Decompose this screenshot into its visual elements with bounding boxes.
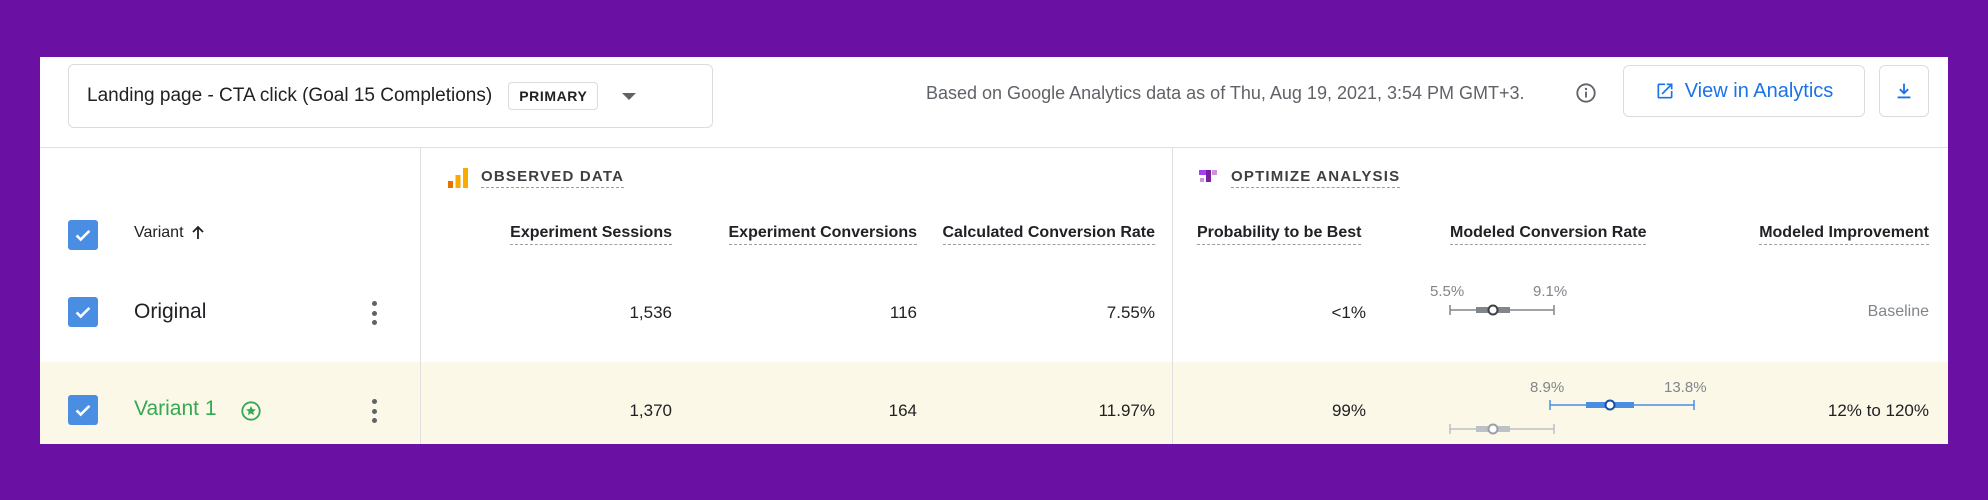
sessions-value: 1,536: [629, 303, 672, 322]
check-icon: [75, 306, 91, 319]
row-checkbox[interactable]: [68, 395, 98, 425]
view-in-analytics-label: View in Analytics: [1684, 79, 1834, 102]
improvement-value: 12% to 120%: [1827, 401, 1929, 420]
variant-interval-bar: [1549, 399, 1695, 411]
variant-column-header[interactable]: Variant: [134, 224, 206, 242]
check-icon: [75, 404, 91, 417]
goal-dropdown[interactable]: Landing page - CTA click (Goal 15 Comple…: [68, 64, 713, 128]
original-reference-bar: [1449, 423, 1555, 435]
experiment-report-panel: Landing page - CTA click (Goal 15 Comple…: [40, 57, 1948, 444]
analytics-icon: [448, 168, 468, 188]
conversions-value: 116: [889, 303, 917, 322]
prob-best-value: <1%: [1331, 303, 1367, 322]
original-interval-bar: [1449, 304, 1555, 316]
ci-low-label: 5.5%: [1430, 283, 1465, 300]
calc-rate-value: 11.97%: [1098, 401, 1155, 420]
improvement-value: Baseline: [1867, 303, 1929, 320]
more-vert-icon[interactable]: [364, 396, 384, 426]
variant-header-label: Variant: [134, 224, 184, 241]
optimize-analysis-label: OPTIMIZE ANALYSIS: [1231, 168, 1401, 188]
observed-data-label: OBSERVED DATA: [481, 168, 625, 188]
row-checkbox[interactable]: [68, 297, 98, 327]
download-icon: [1897, 83, 1911, 99]
download-button[interactable]: [1879, 65, 1929, 117]
optimize-analysis-section: OPTIMIZE ANALYSIS: [1197, 167, 1401, 189]
primary-badge: PRIMARY: [508, 82, 599, 110]
header-divider: [40, 147, 1948, 148]
info-icon[interactable]: [1575, 82, 1597, 104]
col-modeled-conversion-rate[interactable]: Modeled Conversion Rate: [1450, 224, 1647, 245]
col-probability-best[interactable]: Probability to be Best: [1197, 224, 1362, 245]
view-in-analytics-button[interactable]: View in Analytics: [1623, 65, 1865, 117]
ci-high-label: 9.1%: [1533, 283, 1568, 300]
column-divider: [1172, 148, 1173, 444]
column-divider: [420, 148, 421, 444]
select-all-checkbox[interactable]: [68, 220, 98, 250]
open-external-icon: [1657, 83, 1673, 99]
ci-high-label: 13.8%: [1664, 379, 1707, 396]
observed-data-section: OBSERVED DATA: [447, 167, 625, 189]
col-modeled-improvement[interactable]: Modeled Improvement: [1759, 224, 1929, 245]
col-calculated-conversion-rate[interactable]: Calculated Conversion Rate: [942, 224, 1155, 245]
analytics-data-note: Based on Google Analytics data as of Thu…: [926, 83, 1525, 103]
chevron-down-icon: [622, 92, 637, 100]
arrow-up-icon: [191, 225, 204, 239]
variant-name[interactable]: Original: [134, 300, 207, 323]
calc-rate-value: 7.55%: [1106, 303, 1155, 322]
optimize-icon: [1199, 170, 1217, 182]
sessions-value: 1,370: [629, 401, 672, 420]
check-icon: [75, 229, 91, 242]
conversions-value: 164: [888, 401, 917, 420]
goal-label: Landing page - CTA click (Goal 15 Comple…: [87, 85, 493, 106]
col-experiment-sessions[interactable]: Experiment Sessions: [510, 224, 672, 245]
variant-name[interactable]: Variant 1: [134, 397, 217, 420]
col-experiment-conversions[interactable]: Experiment Conversions: [728, 224, 917, 245]
ci-low-label: 8.9%: [1530, 379, 1565, 396]
more-vert-icon[interactable]: [364, 298, 384, 328]
winner-star-icon: [241, 401, 261, 421]
prob-best-value: 99%: [1331, 401, 1366, 420]
